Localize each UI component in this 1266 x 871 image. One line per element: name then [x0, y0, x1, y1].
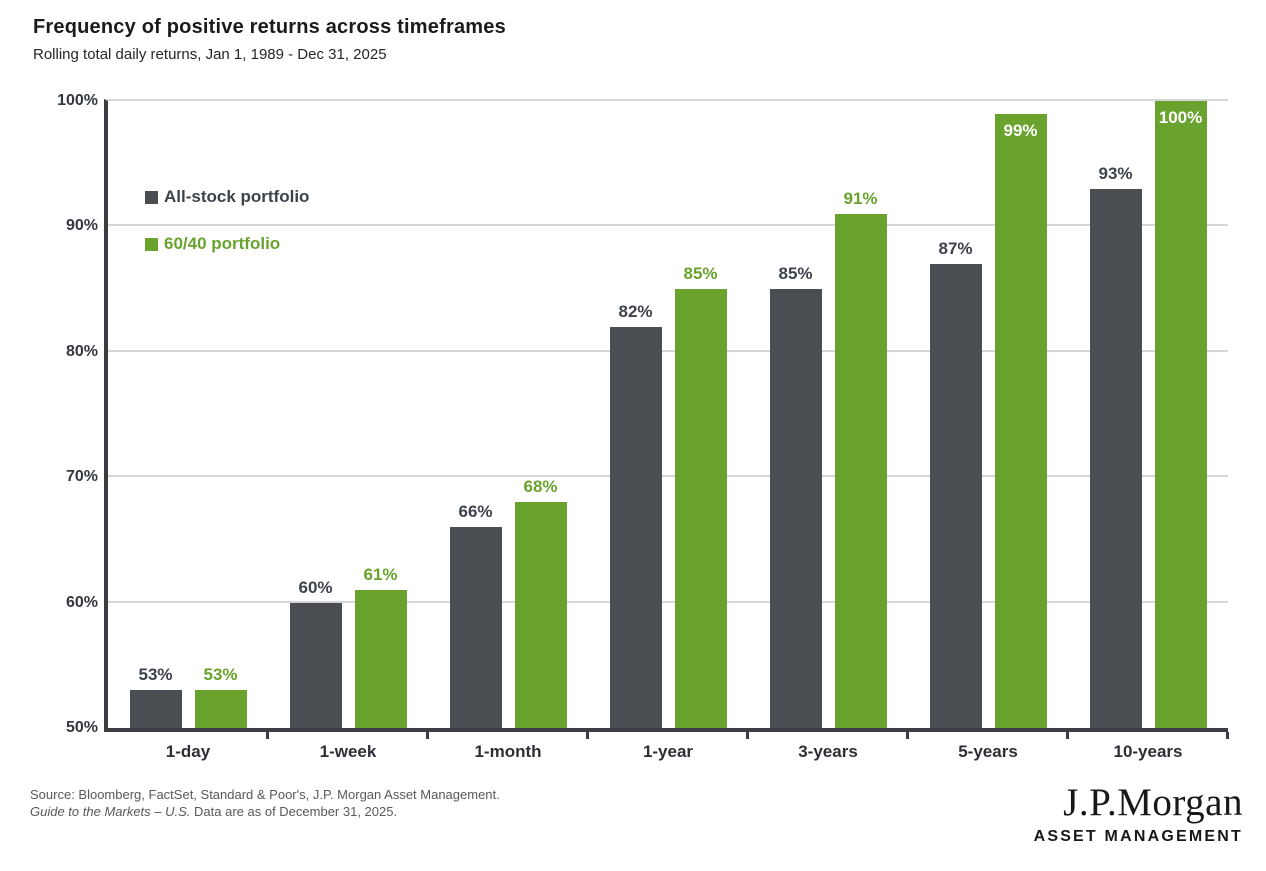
- legend-item-60-40: 60/40 portfolio: [145, 234, 309, 254]
- x-tick-label-1-day: 1-day: [165, 742, 211, 761]
- bar-group-10-years: 93% 100% 10-years: [1068, 101, 1229, 761]
- jpmorgan-logo: J.P.Morgan ASSET MANAGEMENT: [1034, 782, 1243, 846]
- bar-60-40-1-month: 68%: [514, 477, 567, 728]
- bar-60-40-5-years: 99%: [994, 113, 1047, 728]
- bar-all-stock-1-year: 82%: [609, 302, 662, 728]
- x-axis-tick: [746, 732, 749, 739]
- bar-wrap: 82%: [609, 101, 662, 728]
- bar-60-40-3-years: 91%: [834, 189, 887, 728]
- bar-value-label: 91%: [843, 188, 878, 208]
- bar-group-3-years: 85% 91% 3-years: [748, 101, 909, 761]
- bar-wrap: 68%: [514, 101, 567, 728]
- x-axis-tick: [426, 732, 429, 739]
- gridline-80: [108, 349, 1228, 352]
- bar-value-label: 61%: [363, 565, 398, 585]
- bar-group-1-month: 66% 68% 1-month: [428, 101, 589, 761]
- bar-wrap: 91%: [834, 101, 887, 728]
- bar-wrap: 53%: [129, 101, 182, 728]
- x-axis-tick: [586, 732, 589, 739]
- bar-value-label: 100%: [1158, 108, 1203, 127]
- source-line-1: Source: Bloomberg, FactSet, Standard & P…: [30, 787, 500, 802]
- all-stock-swatch-icon: [145, 190, 158, 204]
- bar-wrap: 93%: [1089, 101, 1142, 728]
- legend-label-60-40: 60/40 portfolio: [164, 234, 281, 253]
- bar-60-40-1-week: 61%: [354, 565, 407, 728]
- gridline-60: [108, 600, 1228, 603]
- bar-group-1-week: 60% 61% 1-week: [268, 101, 429, 761]
- legend-item-all-stock: All-stock portfolio: [145, 187, 309, 207]
- bar-value-label: 82%: [618, 301, 653, 321]
- x-tick-label-1-year: 1-year: [642, 742, 694, 761]
- bar-value-label: 66%: [458, 502, 493, 522]
- y-tick-label-70: 70%: [65, 468, 98, 486]
- bar-wrap: 99%: [994, 101, 1047, 728]
- bar-wrap: 85%: [674, 101, 727, 728]
- bar-value-label: 93%: [1098, 163, 1133, 183]
- legend-label-all-stock: All-stock portfolio: [164, 187, 310, 206]
- y-tick-label-50: 50%: [65, 719, 98, 736]
- bar-wrap: 66%: [449, 101, 502, 728]
- bar-all-stock-1-month: 66%: [449, 502, 502, 728]
- bar-all-stock-5-years: 87%: [929, 239, 982, 728]
- bar-60-40-1-year: 85%: [674, 264, 727, 728]
- chart-title: Frequency of positive returns across tim…: [33, 16, 506, 38]
- y-tick-label-90: 90%: [65, 217, 98, 235]
- bar-wrap: 87%: [929, 101, 982, 728]
- 60-40-swatch-icon: [145, 237, 158, 251]
- bar-wrap: 85%: [769, 101, 822, 728]
- x-tick-label-3-years: 3-years: [798, 742, 858, 761]
- bar-60-40-10-years: 100%: [1154, 101, 1207, 728]
- bar-all-stock-10-years: 93%: [1089, 164, 1142, 728]
- jpmorgan-wordmark: J.P.Morgan: [1063, 781, 1243, 824]
- x-tick-label-10-years: 10-years: [1113, 742, 1183, 761]
- gridline-90: [108, 224, 1228, 227]
- x-tick-label-1-month: 1-month: [474, 742, 542, 761]
- bar-all-stock-1-week: 60%: [289, 578, 342, 728]
- x-tick-label-5-years: 5-years: [958, 742, 1018, 761]
- bar-60-40-1-day: 53%: [194, 665, 247, 728]
- bar-group-1-year: 82% 85% 1-year: [588, 101, 749, 761]
- x-axis-tick: [1066, 732, 1069, 739]
- bar-value-label: 53%: [138, 665, 173, 685]
- bar-wrap: 60%: [289, 101, 342, 728]
- bar-value-label: 60%: [298, 577, 333, 597]
- bar-wrap: 53%: [194, 101, 247, 728]
- bar-group-5-years: 87% 99% 5-years: [908, 101, 1069, 761]
- bar-value-label: 53%: [203, 665, 238, 685]
- bar-group-1-day: 53% 53% 1-day: [108, 101, 269, 761]
- source-note: Source: Bloomberg, FactSet, Standard & P…: [30, 786, 500, 820]
- source-date: Data are as of December 31, 2025.: [190, 804, 398, 819]
- bar-all-stock-1-day: 53%: [129, 665, 182, 728]
- bar-wrap: 61%: [354, 101, 407, 728]
- y-tick-label-80: 80%: [65, 342, 98, 360]
- bar-value-label: 85%: [778, 264, 813, 284]
- y-tick-label-60: 60%: [65, 593, 98, 611]
- bar-all-stock-3-years: 85%: [769, 264, 822, 728]
- x-tick-label-1-week: 1-week: [319, 742, 377, 761]
- chart-subtitle: Rolling total daily returns, Jan 1, 1989…: [33, 46, 387, 63]
- chart-legend: All-stock portfolio 60/40 portfolio: [145, 187, 309, 254]
- bar-value-label: 68%: [523, 477, 558, 497]
- y-tick-label-100: 100%: [57, 92, 98, 109]
- bar-wrap: 100%: [1154, 101, 1207, 728]
- x-axis-tick: [1226, 732, 1229, 739]
- plot-area: 50% 60% 70% 80% 90% 100% 53% 53% 1-day 60% 61% 1-w…: [57, 92, 1229, 761]
- bar-groups: 53% 53% 1-day 60% 61% 1-week 66% 68% 1-month 82% 8…: [108, 101, 1229, 761]
- source-line-2: Guide to the Markets – U.S. Data are as …: [30, 803, 500, 820]
- x-axis-tick: [906, 732, 909, 739]
- gridline-70: [108, 475, 1228, 478]
- bar-value-label: 87%: [938, 239, 973, 259]
- source-publication: Guide to the Markets – U.S.: [30, 804, 191, 819]
- bar-value-label: 85%: [683, 264, 718, 284]
- x-axis-tick: [266, 732, 269, 739]
- bar-value-label: 99%: [1003, 120, 1038, 140]
- asset-management-label: ASSET MANAGEMENT: [1033, 828, 1243, 845]
